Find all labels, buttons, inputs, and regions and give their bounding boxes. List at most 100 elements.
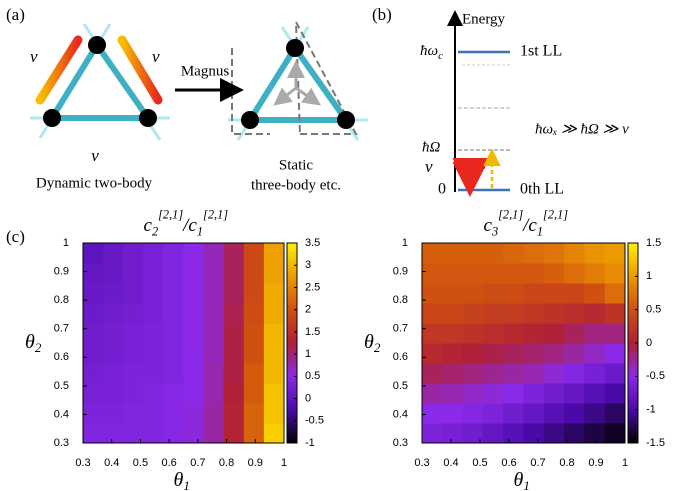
y-tick-label: 0.6 (393, 351, 408, 363)
rich-text: c3[2,1]/c1[2,1] (484, 207, 569, 238)
x-tick-label: 0.3 (75, 457, 90, 469)
heat-cell (264, 323, 285, 344)
x-tick-label: 0.6 (501, 457, 516, 469)
heat-cell (103, 303, 124, 324)
text-part: 1 (537, 225, 543, 239)
x-tick-label: 0.4 (104, 457, 119, 469)
heat-cell (143, 343, 164, 364)
heat-cell (163, 263, 184, 284)
x-tick-label: 0.4 (443, 457, 458, 469)
heat-cell (584, 243, 605, 264)
heat-cell (184, 243, 205, 264)
heat-cell (564, 343, 585, 364)
figure: (a) (b) (c) Magnus v v v Dynamic two-bod… (0, 0, 683, 491)
heat-cell (483, 423, 504, 444)
text-part: θ (364, 331, 374, 353)
heat-cell (584, 263, 605, 284)
heat-cell (605, 243, 626, 264)
y-tick-label: 0.6 (54, 351, 69, 363)
rich-text: θ2 (25, 331, 42, 355)
heat-cell (564, 363, 585, 384)
heat-cell (163, 383, 184, 404)
heat-cell (503, 303, 524, 324)
x-tick-label: 0.8 (219, 457, 234, 469)
heat-cell (503, 403, 524, 424)
heat-cell (503, 323, 524, 344)
y-tick-label: 0.7 (54, 323, 69, 335)
x-tick-label: 1 (622, 457, 628, 469)
heat-cell (204, 243, 225, 264)
heat-cell (103, 323, 124, 344)
heat-cell (264, 343, 285, 364)
heat-cell (224, 383, 245, 404)
heat-cell (103, 263, 124, 284)
heat-cell (264, 383, 285, 404)
heat-cell (244, 323, 265, 344)
heat-cell (605, 283, 626, 304)
heat-cell (544, 343, 565, 364)
x-tick-label: 0.9 (248, 457, 263, 469)
heat-cell (163, 283, 184, 304)
colorbar-tick-label: 1 (646, 270, 652, 282)
text-part: [2,1] (543, 207, 568, 221)
heat-cell (83, 263, 104, 284)
heat-cell (544, 283, 565, 304)
heat-cell (204, 403, 225, 424)
heat-cell (605, 423, 626, 444)
heat-cell (564, 263, 585, 284)
heat-cell (123, 363, 144, 384)
y-tick-label: 0.4 (393, 408, 408, 420)
heat-cell (544, 423, 565, 444)
heat-cell (264, 403, 285, 424)
heat-cell (463, 303, 484, 324)
heat-cell (123, 283, 144, 304)
heat-cell (483, 263, 504, 284)
heat-cell (163, 243, 184, 264)
colorbar-tick-label: 0.5 (646, 304, 661, 316)
heat-cell (163, 303, 184, 324)
heat-cell (483, 283, 504, 304)
heat-cell (184, 303, 205, 324)
x-tick-label: 0.5 (133, 457, 148, 469)
hopping-label: v (91, 146, 99, 165)
text-part: /c (522, 215, 537, 236)
heat-cell (544, 263, 565, 284)
text-part: 1 (197, 225, 203, 239)
heat-cell (103, 423, 124, 444)
heat-cell (564, 383, 585, 404)
colorbar-tick-label: 1.5 (305, 326, 320, 338)
heat-cell (564, 323, 585, 344)
heat-cell (584, 403, 605, 424)
heat-cell (83, 343, 104, 364)
heat-cell (442, 423, 463, 444)
rich-text: θ2 (364, 331, 381, 355)
colorbar-tick-label: 0 (646, 337, 652, 349)
diagram-b: Energy ħωc 1st LL ħΩ v 0 0th LL ħωₓ ≫ ħΩ… (420, 11, 629, 197)
heat-cell (483, 343, 504, 364)
heat-cell (184, 363, 205, 384)
heat-cell (422, 363, 443, 384)
y-tick-label: 0.5 (54, 380, 69, 392)
heat-cell (524, 323, 545, 344)
heat-cell (463, 383, 484, 404)
heat-cell (103, 383, 124, 404)
caption: Dynamic two-body (36, 175, 153, 191)
heat-cell (244, 243, 265, 264)
heat-cell (184, 283, 205, 304)
colorbar-tick-label: 0.5 (305, 370, 320, 382)
heat-cell (224, 323, 245, 344)
heat-cell (564, 403, 585, 424)
heat-cell (422, 303, 443, 324)
y-tick-label: 0.3 (393, 437, 408, 449)
heat-cell (143, 363, 164, 384)
heat-cell (544, 383, 565, 404)
heat-cell (103, 343, 124, 364)
heat-cell (422, 343, 443, 364)
heat-cell (264, 303, 285, 324)
x-tick-label: 1 (281, 457, 287, 469)
heat-cell (605, 383, 626, 404)
text-part: [2,1] (158, 207, 183, 221)
heat-cell (422, 243, 443, 264)
colorbar-tick-label: 2 (305, 304, 311, 316)
